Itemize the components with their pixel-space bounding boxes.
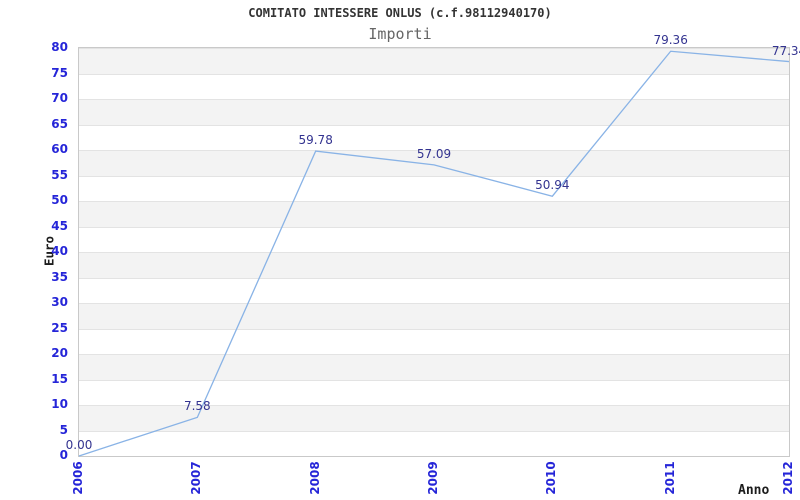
plot-band [79,201,789,227]
y-tick-label: 5 [59,422,68,437]
x-tick-label: 2009 [426,461,440,495]
plot-band [79,354,789,380]
data-point-label: 59.78 [298,133,333,148]
plot-band [79,277,789,303]
y-tick-label: 55 [51,167,68,182]
data-point-label: 50.94 [535,178,570,193]
plot-band [79,379,789,405]
x-tick-label: 2011 [662,461,677,495]
data-point-label: 0.00 [65,438,93,452]
plot-band [79,175,789,201]
x-tick-label: 2007 [189,461,204,495]
x-tick-label: 2012 [781,461,795,495]
plot-band [79,124,789,150]
y-tick-label: 20 [51,346,68,360]
plot-band [79,150,789,176]
y-tick-label: 50 [51,193,68,207]
plot-band [79,252,789,278]
y-tick-label: 80 [51,40,68,54]
y-tick-label: 60 [51,142,68,156]
y-tick-label: 35 [51,269,68,284]
y-tick-label: 30 [51,295,68,309]
y-tick-label: 15 [51,371,68,386]
y-tick-label: 70 [51,91,68,105]
x-tick-label: 2010 [544,461,559,495]
y-tick-label: 75 [51,65,68,80]
plot-band [79,405,789,431]
plot-band [79,303,789,329]
x-tick-label: 2006 [71,461,85,495]
chart-title: COMITATO INTESSERE ONLUS (c.f.9811294017… [248,6,552,20]
data-point-label: 7.58 [183,399,211,414]
y-tick-label: 45 [51,218,68,233]
series-line [78,50,790,457]
plot-area: 0.00 7.58 59.78 57.09 50.94 79.36 77.34 [66,33,800,457]
y-tick-label: 65 [51,116,68,131]
plot-band [79,73,789,99]
plot-band [79,430,789,456]
y-tick-label: 40 [51,244,68,258]
plot-band [79,226,789,252]
chart-subtitle: Importi [368,25,432,43]
data-point-label: 77.34 [771,43,800,58]
y-tick-label: 25 [51,320,68,335]
x-tick-label: 2008 [307,461,322,495]
data-point-label: 79.36 [653,33,688,48]
data-point-label: 57.09 [416,146,452,161]
plot-band [79,99,789,125]
plot-band [79,328,789,354]
x-axis-title: Anno [738,483,770,498]
y-tick-label: 10 [51,397,68,411]
y-tick-label: 0 [59,448,68,462]
